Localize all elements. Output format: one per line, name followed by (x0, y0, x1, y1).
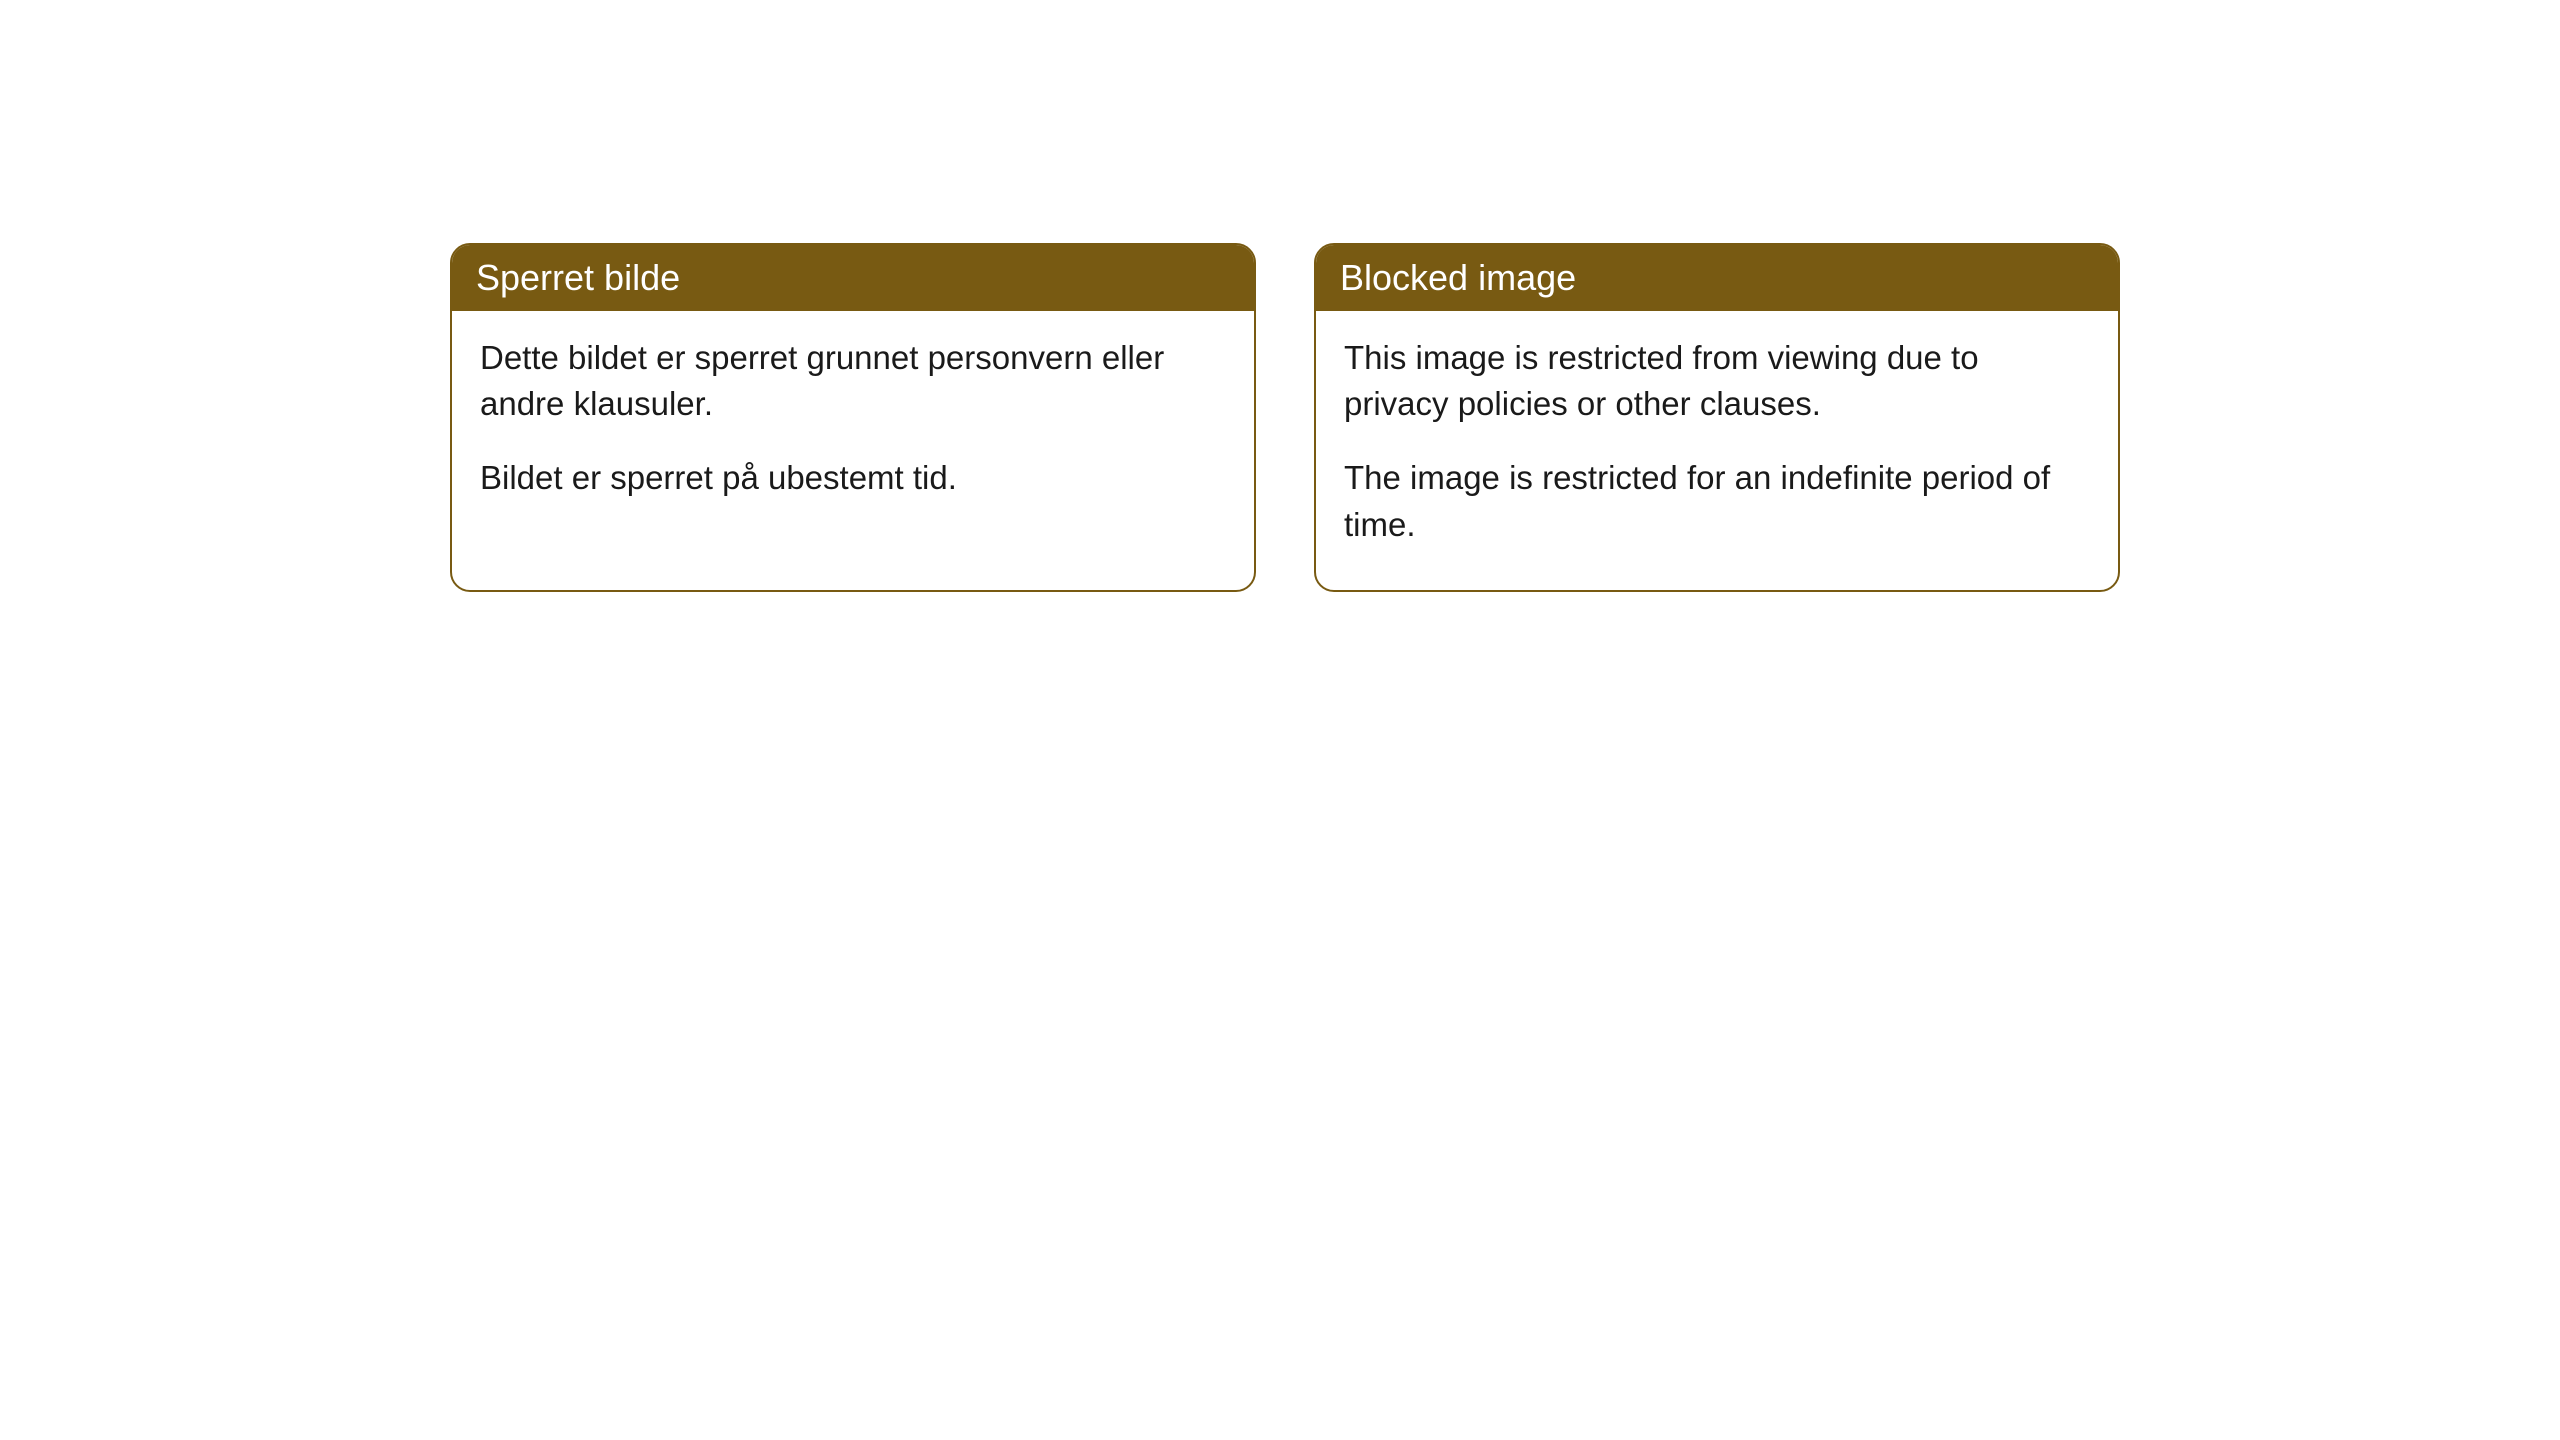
notice-card-norwegian: Sperret bilde Dette bildet er sperret gr… (450, 243, 1256, 592)
card-paragraph: This image is restricted from viewing du… (1344, 335, 2090, 427)
card-paragraph: Dette bildet er sperret grunnet personve… (480, 335, 1226, 427)
card-paragraph: Bildet er sperret på ubestemt tid. (480, 455, 1226, 501)
card-title: Blocked image (1340, 257, 1576, 298)
card-paragraph: The image is restricted for an indefinit… (1344, 455, 2090, 547)
card-header-english: Blocked image (1316, 245, 2118, 311)
card-body-norwegian: Dette bildet er sperret grunnet personve… (452, 311, 1254, 544)
notice-cards-container: Sperret bilde Dette bildet er sperret gr… (450, 243, 2120, 592)
notice-card-english: Blocked image This image is restricted f… (1314, 243, 2120, 592)
card-body-english: This image is restricted from viewing du… (1316, 311, 2118, 590)
card-title: Sperret bilde (476, 257, 680, 298)
card-header-norwegian: Sperret bilde (452, 245, 1254, 311)
